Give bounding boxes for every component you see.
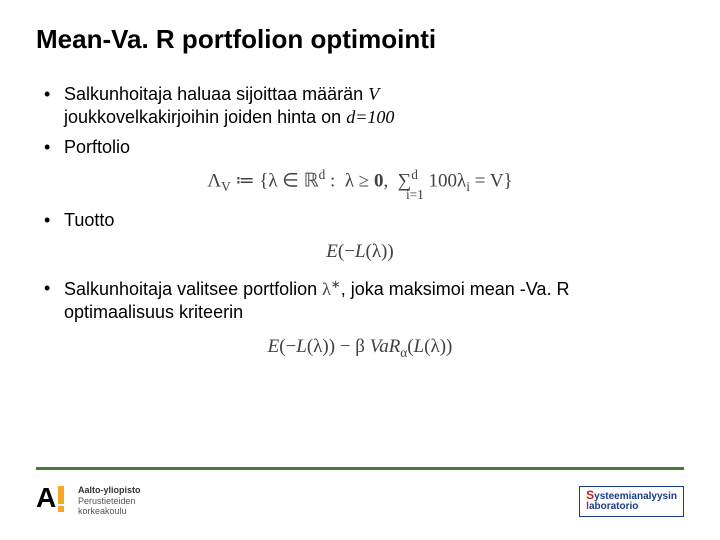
formula-criterion: E(−L(λ)) − β VaRα(L(λ)) bbox=[36, 336, 684, 361]
bullet-1: Salkunhoitaja haluaa sijoittaa määrän V … bbox=[36, 83, 684, 130]
bullet-1-text-a: Salkunhoitaja haluaa sijoittaa määrän bbox=[64, 84, 368, 104]
bullet-3: Tuotto bbox=[36, 209, 684, 232]
bullet-1-V: V bbox=[368, 84, 379, 104]
aalto-line1: Aalto-yliopisto bbox=[78, 485, 141, 495]
bullet-4: Salkunhoitaja valitsee portfolion λ∗, jo… bbox=[36, 277, 684, 325]
bullet-list-2: Tuotto bbox=[36, 209, 684, 232]
bullet-list: Salkunhoitaja haluaa sijoittaa määrän V … bbox=[36, 83, 684, 159]
formula-return: E(−L(λ)) bbox=[36, 241, 684, 263]
lambda-star: λ∗ bbox=[322, 279, 341, 299]
bullet-4-text-a: Salkunhoitaja valitsee portfolion bbox=[64, 279, 322, 299]
slide-title: Mean-Va. R portfolion optimointi bbox=[36, 24, 684, 55]
bullet-1-d: d=100 bbox=[346, 107, 394, 127]
formula-portfolio-set: ΛV ≔ {λ ∈ ℝd : λ ≥ 0, ∑di=1 100λi = V} bbox=[36, 167, 684, 195]
bullet-list-3: Salkunhoitaja valitsee portfolion λ∗, jo… bbox=[36, 277, 684, 325]
aalto-mark: A bbox=[36, 484, 70, 518]
bullet-2-text: Porftolio bbox=[64, 137, 130, 157]
bullet-1-text-b: joukkovelkakirjoihin joiden hinta on bbox=[64, 107, 346, 127]
sal-line1: Systeemianalyysin bbox=[586, 489, 677, 503]
sal-logo: Systeemianalyysin laboratorio bbox=[579, 486, 684, 517]
footer-divider bbox=[36, 467, 684, 470]
aalto-letter-a: A bbox=[36, 482, 56, 514]
bullet-3-text: Tuotto bbox=[64, 210, 114, 230]
sal-line2: laboratorio bbox=[586, 502, 677, 513]
aalto-exclamation-icon bbox=[58, 486, 64, 512]
aalto-logo: A Aalto-yliopisto Perustieteiden korkeak… bbox=[36, 484, 141, 518]
bullet-2: Porftolio bbox=[36, 136, 684, 159]
aalto-line2: Perustieteiden bbox=[78, 496, 141, 506]
footer: A Aalto-yliopisto Perustieteiden korkeak… bbox=[36, 480, 684, 522]
aalto-line3: korkeakoulu bbox=[78, 506, 141, 516]
aalto-text: Aalto-yliopisto Perustieteiden korkeakou… bbox=[78, 485, 141, 516]
slide: Mean-Va. R portfolion optimointi Salkunh… bbox=[0, 0, 720, 540]
